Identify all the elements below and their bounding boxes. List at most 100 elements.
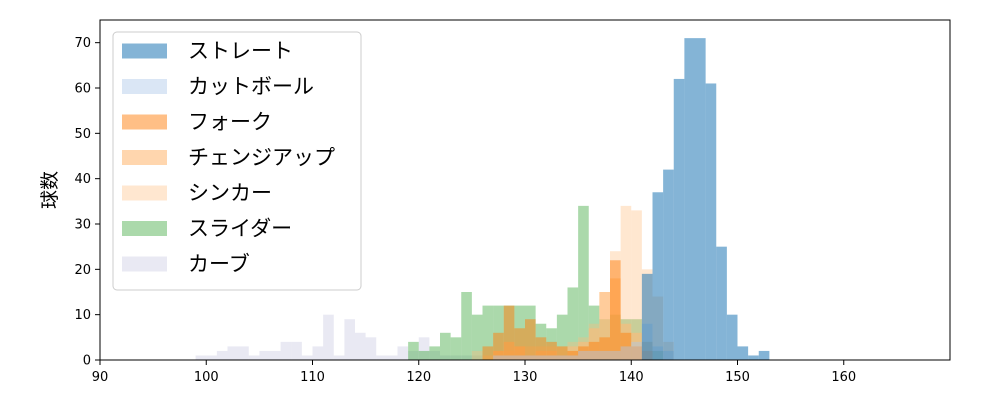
bar (471, 350, 483, 360)
bar (726, 314, 738, 360)
bar (514, 355, 525, 360)
bar (748, 355, 759, 360)
bar (610, 260, 621, 360)
bar (312, 346, 324, 360)
bar (259, 350, 270, 360)
series-0 (195, 314, 483, 360)
bar (546, 355, 557, 360)
bar (556, 355, 568, 360)
bar (482, 305, 494, 360)
bar (408, 341, 419, 360)
bar (365, 337, 377, 360)
bar (471, 314, 483, 360)
bar (705, 83, 717, 360)
bar (535, 337, 547, 360)
bar (567, 355, 579, 360)
bar (440, 355, 451, 360)
bar (493, 332, 504, 360)
bar (578, 205, 589, 360)
x-tick-label: 160 (831, 370, 856, 385)
bar (238, 346, 249, 360)
legend-label: シンカー (188, 181, 272, 205)
bar (493, 355, 504, 360)
bar (429, 346, 440, 360)
bar (397, 346, 409, 360)
bar (429, 350, 440, 360)
bar (291, 341, 302, 360)
bar (631, 210, 642, 360)
bar (684, 38, 695, 361)
bar (195, 355, 207, 360)
bar (631, 341, 642, 360)
x-tick-label: 130 (513, 370, 538, 385)
legend-swatch (122, 43, 167, 59)
bar (418, 337, 430, 360)
x-tick-label: 100 (194, 370, 219, 385)
bar (525, 355, 536, 360)
y-tick-label: 30 (74, 218, 91, 233)
bar (599, 292, 610, 360)
bar (535, 355, 547, 360)
bar (610, 350, 621, 360)
bar (408, 350, 419, 360)
y-tick-label: 10 (74, 308, 91, 323)
legend-swatch (122, 79, 167, 94)
bar (206, 355, 217, 360)
series-6 (641, 38, 770, 361)
bar (620, 332, 632, 360)
bar (567, 287, 579, 360)
legend-swatch (122, 185, 167, 201)
bar (641, 273, 653, 360)
legend-box (112, 31, 362, 291)
bar (620, 205, 632, 360)
legend-label: カットボール (188, 75, 314, 99)
bar (578, 350, 589, 360)
y-axis: 0 10 20 30 40 50 60 70 (74, 36, 100, 369)
bar (546, 341, 557, 360)
legend-label: チェンジアップ (188, 146, 335, 170)
bar (355, 332, 366, 360)
y-axis-label: 球数 (39, 171, 61, 209)
bar (503, 355, 515, 360)
bars-layer (195, 38, 770, 361)
bar (663, 169, 674, 360)
bar (471, 355, 483, 360)
bar (440, 332, 451, 360)
bar (280, 341, 292, 360)
y-tick-label: 20 (74, 263, 91, 278)
bar (514, 328, 525, 360)
bar (323, 314, 334, 360)
legend-swatch (122, 114, 167, 130)
y-tick-label: 40 (74, 172, 91, 187)
bar (567, 350, 579, 360)
y-tick-label: 50 (74, 127, 91, 142)
x-tick-label: 90 (92, 370, 109, 385)
bar (599, 337, 610, 360)
y-tick-label: 0 (83, 354, 91, 369)
y-tick-label: 70 (74, 36, 91, 51)
bar (578, 346, 589, 360)
legend-label: ストレート (188, 39, 293, 63)
x-tick-label: 150 (725, 370, 750, 385)
bar (301, 355, 313, 360)
bar (461, 292, 472, 360)
bar (737, 346, 749, 360)
bar (695, 38, 706, 361)
x-tick-label: 110 (300, 370, 325, 385)
bar (556, 314, 568, 360)
x-axis: 90 100 110 120 130 140 150 160 (92, 360, 856, 385)
legend-label: カーブ (188, 252, 250, 276)
legend-swatch (122, 221, 167, 236)
legend-label: スライダー (188, 217, 292, 241)
legend-label: フォーク (188, 110, 272, 134)
bar (344, 319, 355, 360)
bar (525, 319, 536, 360)
x-tick-label: 140 (619, 370, 644, 385)
bar (450, 337, 462, 360)
bar (248, 355, 260, 360)
bar (652, 192, 664, 360)
bar (450, 355, 462, 360)
y-tick-label: 60 (74, 82, 91, 97)
